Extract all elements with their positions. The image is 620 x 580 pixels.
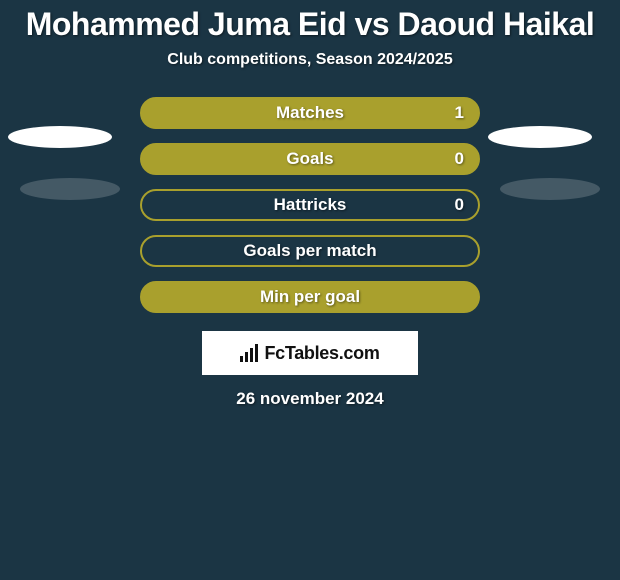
stat-row: Goals per match: [0, 235, 620, 267]
stat-bar: Hattricks 0: [140, 189, 480, 221]
vs-label: vs: [355, 6, 390, 42]
stat-value: 1: [455, 103, 464, 123]
player2-name: Daoud Haikal: [398, 6, 595, 42]
brand-chart-icon: [240, 344, 258, 362]
subtitle: Club competitions, Season 2024/2025: [0, 51, 620, 69]
stat-label: Hattricks: [274, 195, 347, 215]
stat-row: Matches 1: [0, 97, 620, 129]
stat-bar: Min per goal: [140, 281, 480, 313]
date-label: 26 november 2024: [0, 389, 620, 409]
player1-name: Mohammed Juma Eid: [26, 6, 346, 42]
page-title: Mohammed Juma Eid vs Daoud Haikal: [0, 0, 620, 43]
stat-value: 0: [455, 195, 464, 215]
stat-value: 0: [455, 149, 464, 169]
stat-bar: Matches 1: [140, 97, 480, 129]
stat-label: Goals per match: [243, 241, 376, 261]
stat-bar: Goals per match: [140, 235, 480, 267]
stat-label: Goals: [286, 149, 333, 169]
stat-row: Min per goal: [0, 281, 620, 313]
brand-text: FcTables.com: [264, 343, 379, 364]
stat-row: Goals 0: [0, 143, 620, 175]
stat-bar: Goals 0: [140, 143, 480, 175]
brand-box: FcTables.com: [202, 331, 418, 375]
stat-label: Matches: [276, 103, 344, 123]
stat-label: Min per goal: [260, 287, 360, 307]
stat-row: Hattricks 0: [0, 189, 620, 221]
